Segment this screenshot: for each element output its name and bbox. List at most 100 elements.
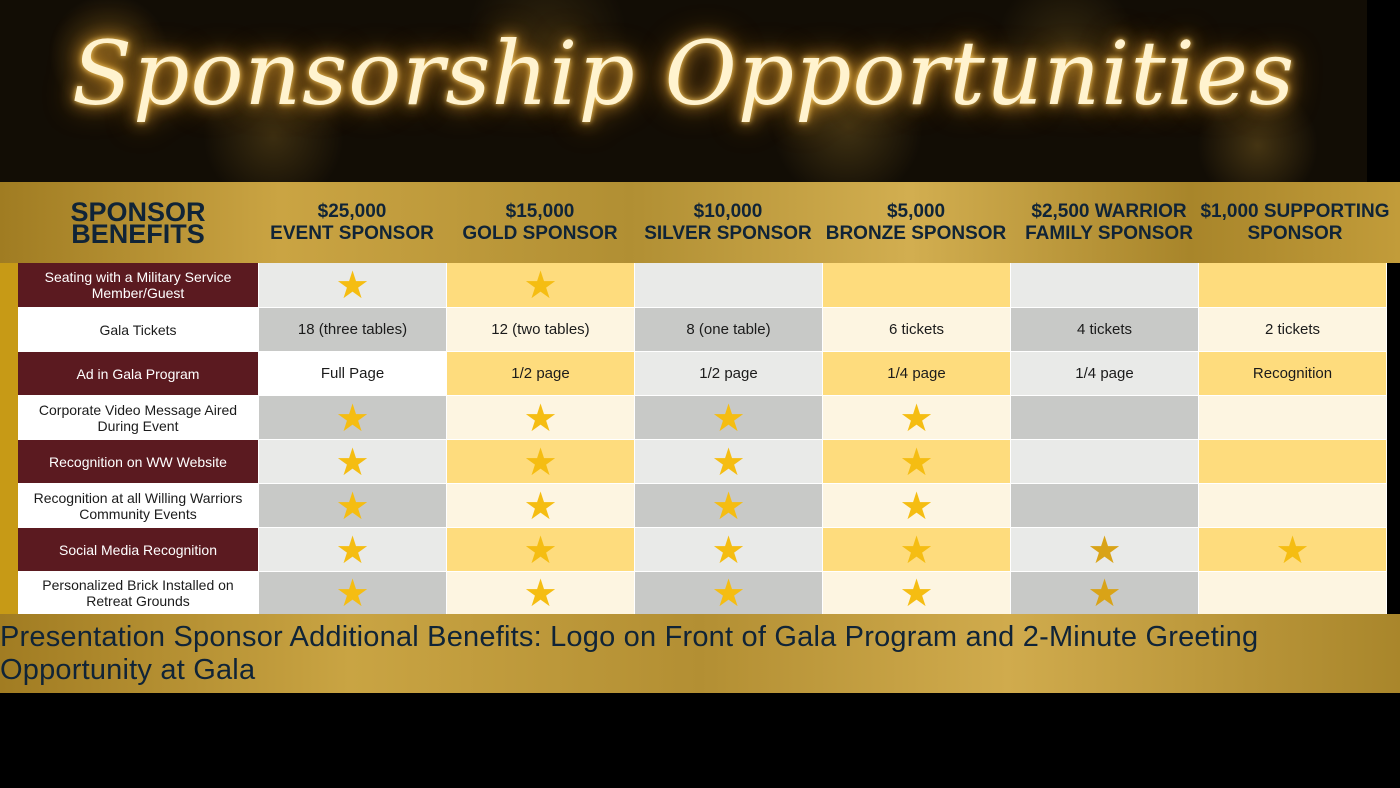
benefit-cell: ★ (259, 572, 447, 615)
benefit-cell: 18 (three tables) (259, 308, 447, 352)
tier-name: GOLD SPONSOR (462, 222, 618, 244)
tier-price: $1,000 SUPPORTING (1200, 200, 1390, 222)
benefit-cell: ★ (259, 263, 447, 308)
benefit-cell: ★ (259, 484, 447, 528)
tier-price: $10,000 (693, 200, 763, 222)
star-icon: ★ (711, 571, 746, 615)
row-label: Social Media Recognition (18, 528, 259, 572)
tier-header-bronze: $5,000 BRONZE SPONSOR (822, 182, 1010, 263)
footer-band: Presentation Sponsor Additional Benefits… (0, 614, 1400, 693)
star-icon: ★ (335, 483, 370, 528)
table-row: Personalized Brick Installed on Retreat … (18, 572, 1388, 615)
benefit-cell (1199, 396, 1387, 440)
tier-header-event: $25,000 EVENT SPONSOR (258, 182, 446, 263)
star-icon: ★ (335, 395, 370, 440)
benefit-cell: ★ (635, 440, 823, 484)
star-icon: ★ (1275, 527, 1310, 572)
star-icon: ★ (523, 395, 558, 440)
table-row: Gala Tickets 18 (three tables) 12 (two t… (18, 308, 1388, 352)
tier-name: EVENT SPONSOR (270, 222, 434, 244)
benefit-cell (635, 263, 823, 308)
star-icon: ★ (899, 571, 934, 615)
benefit-cell (1011, 440, 1199, 484)
star-icon: ★ (335, 263, 370, 307)
benefit-cell (1199, 484, 1387, 528)
benefit-cell (1199, 263, 1387, 308)
tier-name: BRONZE SPONSOR (825, 222, 1007, 244)
row-label: Seating with a Military Service Member/G… (18, 263, 259, 308)
star-icon: ★ (899, 439, 934, 484)
header-band: SPONSOR BENEFITS $25,000 EVENT SPONSOR $1… (0, 182, 1400, 263)
table-row: Recognition at all Willing Warriors Comm… (18, 484, 1388, 528)
star-icon: ★ (523, 571, 558, 615)
benefit-cell: ★ (823, 528, 1011, 572)
benefit-cell: ★ (823, 440, 1011, 484)
benefit-cell: 1/2 page (635, 352, 823, 396)
star-icon: ★ (711, 483, 746, 528)
benefit-cell: ★ (1011, 528, 1199, 572)
row-label: Gala Tickets (18, 308, 259, 352)
tier-price: $2,500 WARRIOR (1031, 200, 1187, 222)
left-accent-strip (0, 263, 18, 615)
star-icon: ★ (711, 527, 746, 572)
star-icon: ★ (523, 483, 558, 528)
benefit-cell: ★ (1199, 528, 1387, 572)
benefit-cell: 1/4 page (1011, 352, 1199, 396)
tier-name: SILVER SPONSOR (644, 222, 812, 244)
benefit-cell: 12 (two tables) (447, 308, 635, 352)
benefit-cell: ★ (635, 528, 823, 572)
row-label: Personalized Brick Installed on Retreat … (18, 572, 259, 615)
star-icon: ★ (1087, 571, 1122, 615)
benefit-cell: ★ (447, 572, 635, 615)
benefit-cell: ★ (635, 572, 823, 615)
benefit-cell: ★ (259, 528, 447, 572)
benefit-cell (1011, 396, 1199, 440)
benefit-cell (1011, 484, 1199, 528)
benefit-cell: ★ (635, 396, 823, 440)
benefit-cell: ★ (823, 572, 1011, 615)
benefit-cell: ★ (447, 263, 635, 308)
star-icon: ★ (711, 439, 746, 484)
benefit-cell: ★ (259, 396, 447, 440)
tier-price: $5,000 (886, 200, 946, 222)
row-label: Recognition on WW Website (18, 440, 259, 484)
row-label: Corporate Video Message Aired During Eve… (18, 396, 259, 440)
table-row: Corporate Video Message Aired During Eve… (18, 396, 1388, 440)
benefit-cell (1199, 440, 1387, 484)
benefit-cell: Recognition (1199, 352, 1387, 396)
table-row: Seating with a Military Service Member/G… (18, 263, 1388, 308)
benefit-cell: ★ (823, 484, 1011, 528)
benefit-cell: ★ (447, 528, 635, 572)
star-icon: ★ (899, 527, 934, 572)
benefit-cell: 1/2 page (447, 352, 635, 396)
benefit-cell: ★ (447, 440, 635, 484)
benefit-cell: ★ (1011, 572, 1199, 615)
benefit-cell: 2 tickets (1199, 308, 1387, 352)
tier-price: $25,000 (317, 200, 387, 222)
star-icon: ★ (523, 439, 558, 484)
tier-header-supporting: $1,000 SUPPORTING SPONSOR (1200, 182, 1390, 263)
benefit-cell (823, 263, 1011, 308)
sponsor-benefits-heading: SPONSOR BENEFITS (70, 196, 206, 249)
benefit-cell: ★ (447, 396, 635, 440)
benefit-cell (1199, 572, 1387, 615)
star-icon: ★ (335, 571, 370, 615)
benefit-cell: 8 (one table) (635, 308, 823, 352)
tier-price: $15,000 (505, 200, 575, 222)
title-banner: Sponsorship Opportunities (0, 0, 1367, 182)
star-icon: ★ (335, 527, 370, 572)
tier-header-warrior-family: $2,500 WARRIOR FAMILY SPONSOR (1010, 182, 1208, 263)
benefit-cell: ★ (259, 440, 447, 484)
presentation-sponsor-note: Presentation Sponsor Additional Benefits… (0, 620, 1259, 686)
benefit-cell (1011, 263, 1199, 308)
page-title: Sponsorship Opportunities (71, 22, 1296, 125)
benefit-cell: ★ (635, 484, 823, 528)
tier-name: SPONSOR (1247, 222, 1343, 244)
star-icon: ★ (523, 527, 558, 572)
tier-header-gold: $15,000 GOLD SPONSOR (446, 182, 634, 263)
star-icon: ★ (523, 263, 558, 307)
tier-header-silver: $10,000 SILVER SPONSOR (634, 182, 822, 263)
benefit-cell: 6 tickets (823, 308, 1011, 352)
star-icon: ★ (1087, 527, 1122, 572)
benefit-cell: ★ (447, 484, 635, 528)
